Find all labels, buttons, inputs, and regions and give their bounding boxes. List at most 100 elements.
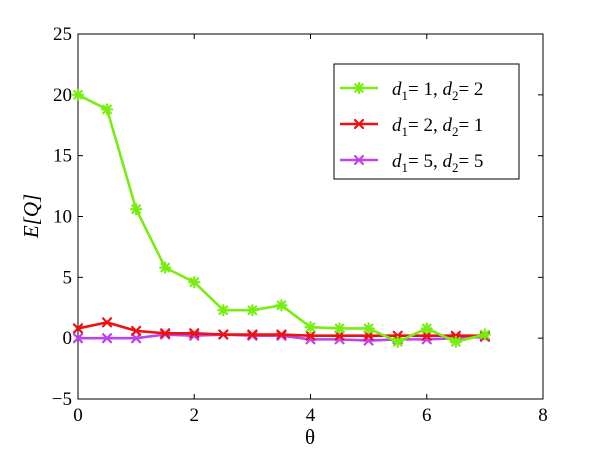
marker-stroke [72, 323, 84, 334]
legend-label: d1= 2, d2= 1 [392, 115, 483, 139]
data-point [478, 328, 491, 341]
legend-text-part: d [442, 115, 452, 136]
legend-subscript: 1 [402, 88, 409, 103]
data-point [247, 329, 258, 340]
legend-item: d1= 2, d2= 1 [340, 115, 483, 139]
y-tick-label: 20 [53, 85, 72, 106]
marker-stroke [131, 325, 142, 336]
data-point [218, 329, 229, 340]
legend-text-part: = 2, [408, 115, 442, 136]
marker-stroke [353, 154, 365, 166]
legend-subscript: 2 [452, 124, 459, 139]
legend-subscript: 2 [452, 160, 459, 175]
x-tick-label: 2 [190, 405, 200, 426]
data-point [160, 328, 171, 339]
data-point [304, 321, 317, 334]
marker-stroke [160, 262, 171, 273]
marker-stroke [189, 328, 200, 339]
data-point [131, 325, 142, 336]
y-tick-label: −5 [52, 389, 72, 410]
marker-stroke [131, 204, 141, 215]
x-tick-label: 6 [422, 405, 432, 426]
legend-item: d1= 5, d2= 5 [340, 151, 483, 175]
marker-stroke [189, 277, 200, 288]
data-point [130, 203, 143, 216]
y-tick-label: 15 [53, 146, 72, 167]
marker-stroke [247, 329, 258, 340]
marker-stroke [160, 328, 171, 339]
legend: d1= 1, d2= 2d1= 2, d2= 1d1= 5, d2= 5 [333, 63, 520, 180]
marker-stroke [276, 329, 287, 340]
marker-stroke [218, 305, 229, 316]
data-point [353, 154, 365, 166]
marker-stroke [354, 83, 364, 93]
marker-stroke [363, 323, 374, 334]
marker-stroke [131, 333, 142, 344]
data-point [101, 317, 113, 328]
marker-stroke [101, 333, 113, 344]
data-point [188, 276, 201, 289]
legend-text-part: d [392, 79, 402, 100]
legend-subscript: 1 [402, 124, 409, 139]
data-point [100, 103, 114, 116]
data-point [352, 81, 366, 95]
legend-text-part: = 1, [408, 79, 442, 100]
data-point [217, 304, 230, 317]
marker-stroke [276, 300, 287, 311]
data-point [276, 329, 287, 340]
data-point [101, 333, 113, 344]
legend-text-part: = 5 [458, 151, 483, 172]
legend-subscript: 1 [402, 160, 409, 175]
data-point [420, 322, 433, 335]
marker-stroke [334, 323, 345, 334]
y-tick-label: 0 [63, 328, 73, 349]
marker-stroke [102, 104, 112, 115]
data-point [305, 330, 316, 341]
data-point [353, 118, 365, 130]
legend-text-part: = 2 [458, 79, 483, 100]
data-point [421, 330, 432, 341]
data-point [246, 304, 259, 317]
x-axis-title: θ [305, 425, 315, 449]
marker-stroke [353, 118, 365, 130]
series-2 [72, 317, 490, 341]
data-point [449, 335, 462, 348]
legend-text-part: d [392, 151, 402, 172]
marker-stroke [421, 330, 432, 341]
data-point [333, 322, 346, 335]
marker-stroke [218, 329, 229, 340]
legend-text-part: d [442, 151, 452, 172]
marker-stroke [392, 336, 403, 347]
marker-stroke [334, 330, 345, 341]
marker-stroke [305, 330, 316, 341]
marker-stroke [101, 317, 113, 328]
data-point [72, 333, 84, 344]
y-tick-label: 5 [63, 267, 73, 288]
legend-label: d1= 5, d2= 5 [392, 151, 483, 175]
series-layer [71, 88, 491, 348]
data-point [362, 322, 375, 335]
data-point [334, 330, 345, 341]
legend-text-part: d [392, 115, 402, 136]
legend-label: d1= 1, d2= 2 [392, 79, 483, 103]
marker-stroke [480, 329, 490, 340]
x-tick-label: 4 [306, 405, 316, 426]
legend-subscript: 2 [452, 88, 459, 103]
data-point [391, 335, 404, 348]
series-1 [71, 88, 491, 348]
marker-stroke [421, 323, 432, 334]
marker-stroke [247, 305, 258, 316]
data-point [159, 261, 172, 274]
y-tick-label: 10 [53, 207, 72, 228]
data-point [131, 333, 142, 344]
data-point [71, 88, 85, 101]
data-point [363, 330, 374, 341]
marker-stroke [72, 333, 84, 344]
marker-stroke [305, 322, 316, 333]
y-axis-title: E[Q] [19, 194, 43, 239]
x-tick-label: 0 [73, 405, 83, 426]
y-tick-label: 25 [53, 24, 72, 45]
data-point [275, 299, 288, 312]
